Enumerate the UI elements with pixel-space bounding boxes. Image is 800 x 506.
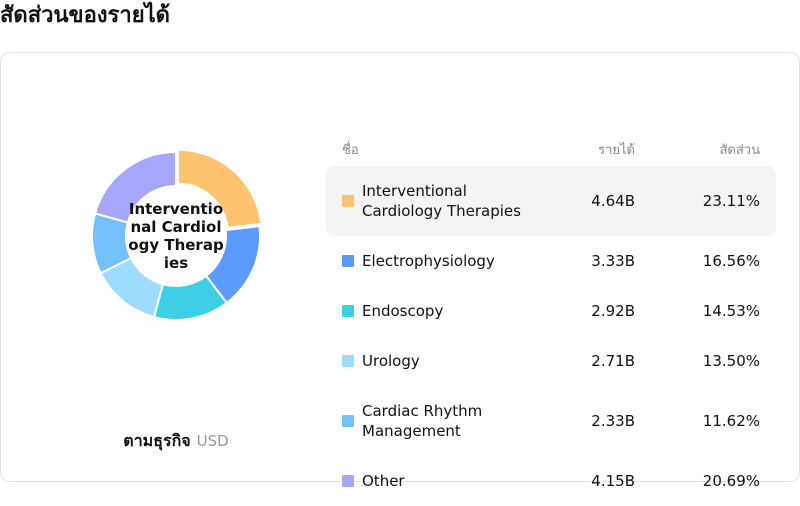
category-name: Interventional Cardiology Therapies: [362, 182, 521, 220]
donut-slice: [93, 150, 177, 224]
card: Interventional Cardiology Therapies ตามธ…: [0, 52, 800, 490]
table-row: Endoscopy 2.92B 14.53%: [326, 286, 776, 336]
page-title: สัดส่วนของรายได้: [0, 3, 170, 28]
legend-swatch: [342, 305, 354, 317]
category-name: Endoscopy: [362, 302, 444, 320]
header-cell: รายได้: [598, 142, 635, 158]
share: 16.56%: [702, 252, 760, 270]
header-cell: สัดส่วน: [719, 142, 761, 158]
share: 14.53%: [702, 302, 760, 320]
legend-swatch: [342, 355, 354, 367]
revenue: 4.64B: [591, 192, 635, 210]
table-row: Other 4.15B 20.69%: [326, 456, 776, 506]
table-row: Cardiac Rhythm Management 2.33B 11.62%: [326, 386, 776, 456]
page: สัดส่วนของรายได้ Interventional Cardiolo…: [0, 3, 800, 490]
table-row: Electrophysiology 3.33B 16.56%: [326, 236, 776, 286]
donut-slice: [176, 148, 263, 229]
revenue: 2.71B: [591, 352, 635, 370]
category-name: Electrophysiology: [362, 252, 495, 270]
table: ชื่อ รายได้ สัดส่วน Interventional Cardi…: [326, 137, 776, 506]
share: 11.62%: [702, 412, 760, 430]
legend-swatch: [342, 255, 354, 267]
share: 20.69%: [702, 472, 760, 490]
table-row: Interventional Cardiology Therapies 4.64B…: [326, 166, 776, 236]
center-label-box: Interventional Cardiology Therapies: [128, 200, 224, 272]
table-row: Urology 2.71B 13.50%: [326, 336, 776, 386]
donut-slice: [99, 256, 165, 319]
share: 23.11%: [702, 192, 760, 210]
name-cell: Electrophysiology: [342, 251, 542, 271]
legend-swatch: [342, 195, 354, 207]
revenue: 2.92B: [591, 302, 635, 320]
donut-slice: [152, 274, 229, 321]
header-cell: ชื่อ: [342, 142, 359, 158]
name-cell: Other: [342, 471, 542, 491]
legend-swatch: [342, 475, 354, 487]
donut-chart: Interventional Cardiology Therapies: [91, 148, 263, 321]
name-cell: Interventional Cardiology Therapies: [342, 181, 542, 221]
unit: USD: [196, 432, 229, 450]
name-cell: Urology: [342, 351, 542, 371]
name-cell: Endoscopy: [342, 301, 542, 321]
share: 13.50%: [702, 352, 760, 370]
revenue: 4.15B: [591, 472, 635, 490]
category-name: Cardiac Rhythm Management: [362, 402, 483, 440]
subtitle-text: ตามธุรกิจ: [123, 431, 191, 450]
category-name: Other: [362, 472, 405, 490]
donut-slice: [204, 224, 261, 305]
revenue: 2.33B: [591, 412, 635, 430]
name-cell: Cardiac Rhythm Management: [342, 401, 542, 441]
subtitle: ตามธุรกิจ USD: [1, 429, 351, 454]
donut-slice: [91, 212, 133, 275]
legend-swatch: [342, 415, 354, 427]
table-header: ชื่อ รายได้ สัดส่วน: [326, 137, 776, 161]
revenue: 3.33B: [591, 252, 635, 270]
category-name: Urology: [362, 352, 420, 370]
center-label: Interventional Cardiology Therapies: [128, 200, 224, 272]
